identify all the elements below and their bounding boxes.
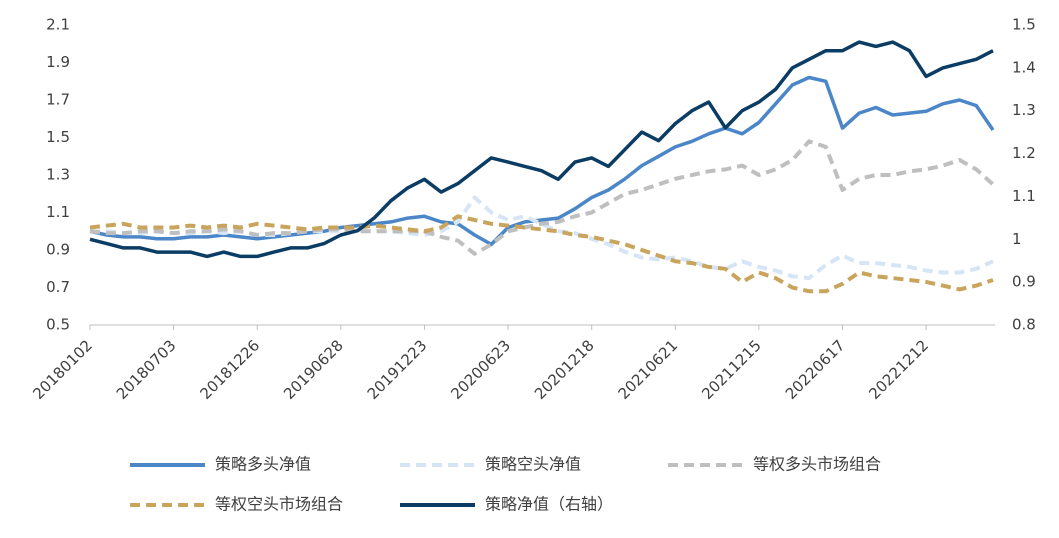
x-tick-label: 20201218: [531, 336, 598, 403]
y2-tick-label: 0.9: [1012, 273, 1036, 291]
y-tick-label: 1.1: [46, 203, 70, 221]
y2-tick-label: 1.4: [1012, 58, 1036, 76]
x-tick-label: 20190628: [280, 336, 347, 403]
x-tick-label: 20221212: [865, 336, 932, 403]
y-tick-label: 0.5: [46, 316, 70, 334]
y-tick-label: 1.9: [46, 53, 70, 71]
x-tick-label: 20210621: [615, 336, 682, 403]
y-tick-label: 2.1: [46, 16, 70, 34]
y2-tick-label: 1.1: [1012, 187, 1036, 205]
series-line: [89, 75, 995, 247]
y2-tick-label: 1: [1012, 230, 1022, 248]
x-tick-label: 20220617: [782, 336, 849, 403]
y-tick-label: 1.3: [46, 166, 70, 184]
y2-tick-label: 1.5: [1012, 16, 1036, 34]
x-tick-label: 20191223: [364, 336, 431, 403]
legend-label: 等权多头市场组合: [753, 455, 881, 474]
y-tick-label: 0.7: [46, 278, 70, 296]
y-tick-label: 1.5: [46, 128, 70, 146]
legend-label: 策略净值（右轴）: [485, 495, 613, 514]
y-tick-label: 0.9: [46, 241, 70, 259]
series-line: [89, 214, 994, 294]
legend-label: 等权空头市场组合: [215, 495, 343, 514]
legend-label: 策略空头净值: [485, 455, 581, 474]
y2-tick-label: 1.3: [1012, 101, 1036, 119]
x-tick-label: 20181226: [197, 336, 264, 403]
y2-tick-label: 1.2: [1012, 144, 1036, 162]
y-tick-label: 1.7: [46, 91, 70, 109]
x-tick-label: 20180102: [29, 336, 96, 403]
series-line: [89, 139, 995, 256]
series-line: [89, 40, 994, 259]
y2-tick-label: 0.8: [1012, 316, 1036, 334]
x-tick-label: 20200623: [447, 336, 514, 403]
series-line: [90, 195, 994, 281]
x-tick-label: 20180703: [113, 336, 180, 403]
x-tick-label: 20211215: [698, 336, 765, 403]
legend-label: 策略多头净值: [215, 455, 311, 474]
